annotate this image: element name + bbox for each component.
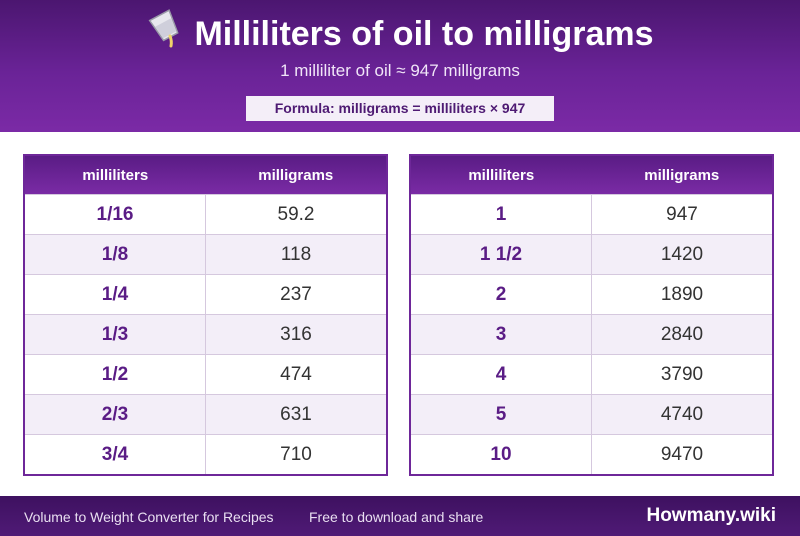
table-header-row: milliliters milligrams [24,155,387,195]
milligrams-cell: 710 [205,434,387,475]
table-header-row: milliliters milligrams [410,155,773,195]
milliliters-cell: 5 [410,394,592,435]
table-row: 4 3790 [410,354,773,395]
table-row: 1/4 237 [24,274,387,315]
column-header-milliliters: milliliters [24,155,206,195]
table-row: 1/16 59.2 [24,194,387,235]
title-text: Milliliters of oil to milligrams [194,15,654,53]
milliliters-cell: 3/4 [24,434,206,475]
table-row: 5 4740 [410,394,773,435]
table-row: 2/3 631 [24,394,387,435]
milligrams-cell: 631 [205,394,387,435]
milliliters-cell: 1/4 [24,274,206,315]
conversion-table-right: milliliters milligrams 1 947 1 1/2 1420 … [409,154,774,476]
milligrams-cell: 9470 [591,434,773,475]
header-banner: Milliliters of oil to milligrams 1 milli… [0,0,800,132]
milligrams-cell: 59.2 [205,194,387,235]
milliliters-cell: 4 [410,354,592,395]
milliliters-cell: 1/3 [24,314,206,355]
milligrams-cell: 118 [205,234,387,275]
table-row: 1/3 316 [24,314,387,355]
milligrams-cell: 4740 [591,394,773,435]
milliliters-cell: 1/8 [24,234,206,275]
footer-note: Free to download and share [309,509,484,525]
column-header-milliliters: milliliters [410,155,592,195]
table-row: 1/8 118 [24,234,387,275]
milligrams-cell: 947 [591,194,773,235]
column-header-milligrams: milligrams [205,155,387,195]
milligrams-cell: 2840 [591,314,773,355]
milliliters-cell: 2/3 [24,394,206,435]
milliliters-cell: 3 [410,314,592,355]
milliliters-cell: 10 [410,434,592,475]
milligrams-cell: 3790 [591,354,773,395]
formula-badge: Formula: milligrams = milliliters × 947 [246,96,554,121]
table-row: 1 1/2 1420 [410,234,773,275]
footer-description: Volume to Weight Converter for Recipes [24,509,274,525]
table-row: 1/2 474 [24,354,387,395]
table-row: 1 947 [410,194,773,235]
milligrams-cell: 237 [205,274,387,315]
table-row: 10 9470 [410,434,773,475]
conversion-table-left: milliliters milligrams 1/16 59.2 1/8 118… [23,154,388,476]
milligrams-cell: 1890 [591,274,773,315]
footer-bar: Volume to Weight Converter for Recipes F… [0,496,800,536]
table-row: 2 1890 [410,274,773,315]
page-title: Milliliters of oil to milligrams [0,8,800,59]
pouring-cup-icon [146,8,184,59]
milliliters-cell: 2 [410,274,592,315]
table-row: 3 2840 [410,314,773,355]
milligrams-cell: 1420 [591,234,773,275]
milliliters-cell: 1/16 [24,194,206,235]
milligrams-cell: 474 [205,354,387,395]
milliliters-cell: 1 [410,194,592,235]
subtitle: 1 milliliter of oil ≈ 947 milligrams [280,61,520,80]
milligrams-cell: 316 [205,314,387,355]
column-header-milligrams: milligrams [591,155,773,195]
brand-link[interactable]: Howmany.wiki [646,505,776,526]
milliliters-cell: 1 1/2 [410,234,592,275]
table-row: 3/4 710 [24,434,387,475]
milliliters-cell: 1/2 [24,354,206,395]
